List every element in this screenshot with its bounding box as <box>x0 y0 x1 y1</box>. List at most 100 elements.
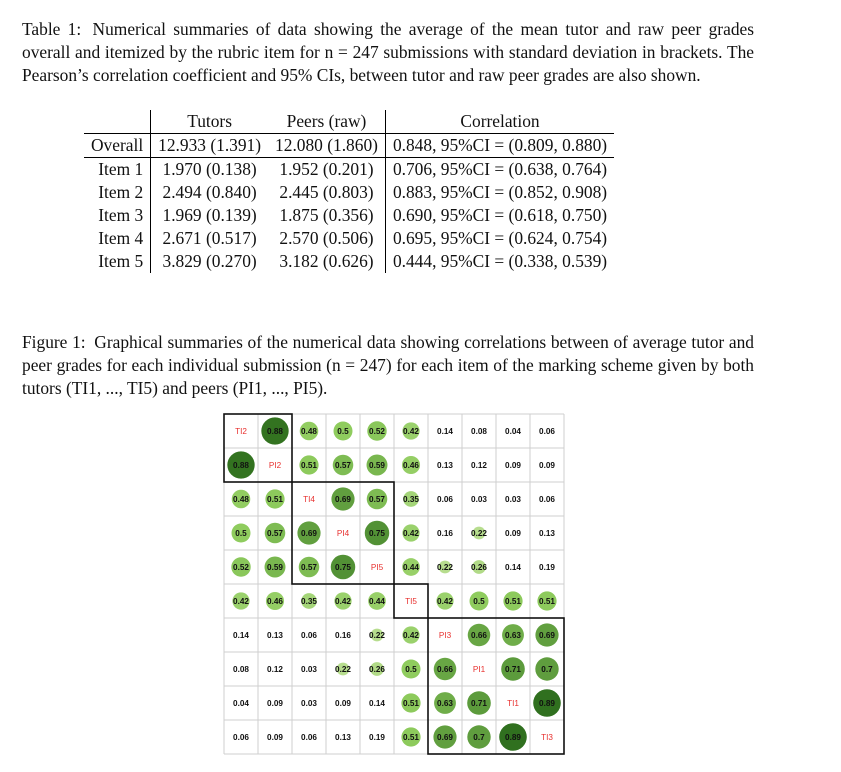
correlation-circle <box>231 523 251 543</box>
correlation-circle <box>336 662 350 676</box>
correlation-circle <box>436 592 454 610</box>
correlation-circle <box>403 491 419 507</box>
correlation-value: 0.52 <box>233 563 249 572</box>
diagonal-label: TI1 <box>507 699 519 708</box>
correlation-value: 0.08 <box>471 427 487 436</box>
correlation-value: 0.66 <box>437 665 453 674</box>
correlation-circle <box>298 556 320 578</box>
correlation-cell: 0.690, 95%CI = (0.618, 0.750) <box>392 205 608 225</box>
correlation-value: 0.69 <box>335 495 351 504</box>
correlation-value: 0.59 <box>369 461 385 470</box>
correlation-circle <box>299 455 319 475</box>
correlation-circle <box>535 623 559 647</box>
diagonal-label: TI2 <box>235 427 247 436</box>
correlation-value: 0.08 <box>233 665 249 674</box>
correlation-value: 0.14 <box>437 427 453 436</box>
correlation-circle <box>231 557 251 577</box>
correlation-value: 0.09 <box>267 733 283 742</box>
correlation-circle <box>330 554 356 580</box>
table-row: Item 3 1.969 (0.139) 1.875 (0.356) 0.690… <box>84 204 614 227</box>
table-header-corner <box>84 110 152 134</box>
correlation-value: 0.5 <box>337 427 349 436</box>
peers-cell: 2.445 (0.803) <box>268 181 386 204</box>
table-caption-text: Numerical summaries of data showing the … <box>22 19 754 85</box>
correlation-value: 0.57 <box>369 495 385 504</box>
table-caption-label: Table 1: <box>22 19 82 39</box>
correlation-circle <box>434 692 456 714</box>
correlation-circle <box>334 592 352 610</box>
correlation-circle <box>370 628 384 642</box>
correlation-circle <box>433 725 457 749</box>
diagonal-label: PI5 <box>371 563 384 572</box>
correlation-cell: 0.695, 95%CI = (0.624, 0.754) <box>392 228 608 248</box>
correlation-value: 0.22 <box>335 665 351 674</box>
cluster-box <box>291 481 395 585</box>
correlation-circle <box>438 560 452 574</box>
correlation-circle <box>366 454 388 476</box>
correlation-circle <box>501 657 525 681</box>
peers-cell: 1.952 (0.201) <box>268 157 386 181</box>
correlation-circle <box>261 417 289 445</box>
correlation-value: 0.75 <box>369 529 385 538</box>
correlation-value: 0.89 <box>539 699 555 708</box>
correlation-circle <box>301 593 317 609</box>
correlation-value: 0.16 <box>437 529 453 538</box>
correlation-value: 0.16 <box>335 631 351 640</box>
correlation-value: 0.04 <box>233 699 249 708</box>
diagonal-label: TI5 <box>405 597 417 606</box>
peers-cell: 3.182 (0.626) <box>268 250 386 273</box>
table-row: Item 2 2.494 (0.840) 2.445 (0.803) 0.883… <box>84 181 614 204</box>
correlation-value: 0.35 <box>403 495 419 504</box>
correlation-value: 0.06 <box>301 733 317 742</box>
correlation-value: 0.51 <box>403 699 419 708</box>
peers-cell: 12.080 (1.860) <box>268 133 386 158</box>
correlation-circle <box>467 725 491 749</box>
row-label: Overall <box>84 133 152 158</box>
table-row: Overall 12.933 (1.391) 12.080 (1.860) 0.… <box>84 133 615 158</box>
correlation-value: 0.51 <box>267 495 283 504</box>
correlation-circle <box>299 421 319 441</box>
tutors-cell: 2.494 (0.840) <box>162 182 257 202</box>
correlation-cell: 0.883, 95%CI = (0.852, 0.908) <box>392 182 608 202</box>
correlation-value: 0.7 <box>541 665 553 674</box>
correlation-circle <box>332 454 354 476</box>
correlation-value: 0.51 <box>301 461 317 470</box>
correlation-value: 0.14 <box>233 631 249 640</box>
correlation-value: 0.57 <box>301 563 317 572</box>
correlation-value: 0.09 <box>505 461 521 470</box>
correlation-value: 0.06 <box>437 495 453 504</box>
tutors-cell: 3.829 (0.270) <box>162 251 257 271</box>
correlation-value: 0.46 <box>267 597 283 606</box>
tutors-cell: 1.970 (0.138) <box>162 159 257 179</box>
correlation-circle <box>367 421 387 441</box>
row-label: Item 5 <box>84 250 152 273</box>
cluster-box <box>223 413 293 483</box>
diagonal-label: PI2 <box>269 461 282 470</box>
tutors-cell: 1.969 (0.139) <box>162 205 257 225</box>
correlation-value: 0.06 <box>539 427 555 436</box>
correlation-circle <box>402 524 420 542</box>
correlation-circle <box>537 591 557 611</box>
correlation-circle <box>232 592 250 610</box>
correlation-value: 0.13 <box>335 733 351 742</box>
peers-cell: 2.570 (0.506) <box>268 227 386 250</box>
correlation-value: 0.22 <box>471 529 487 538</box>
correlation-value: 0.09 <box>505 529 521 538</box>
correlation-circle <box>366 488 388 510</box>
correlation-value: 0.42 <box>403 529 419 538</box>
correlation-value: 0.13 <box>267 631 283 640</box>
table-row: Item 1 1.970 (0.138) 1.952 (0.201) 0.706… <box>84 157 614 181</box>
correlation-value: 0.44 <box>403 563 419 572</box>
correlation-value: 0.42 <box>335 597 351 606</box>
correlation-circle <box>402 422 420 440</box>
correlation-value: 0.06 <box>539 495 555 504</box>
diagonal-label: PI4 <box>337 529 350 538</box>
correlation-value: 0.59 <box>267 563 283 572</box>
correlation-value: 0.26 <box>471 563 487 572</box>
correlation-circle <box>401 455 421 475</box>
correlation-value: 0.89 <box>505 733 521 742</box>
row-label: Item 1 <box>84 157 152 181</box>
correlation-circle <box>469 591 489 611</box>
correlation-value: 0.13 <box>539 529 555 538</box>
correlation-value: 0.69 <box>539 631 555 640</box>
